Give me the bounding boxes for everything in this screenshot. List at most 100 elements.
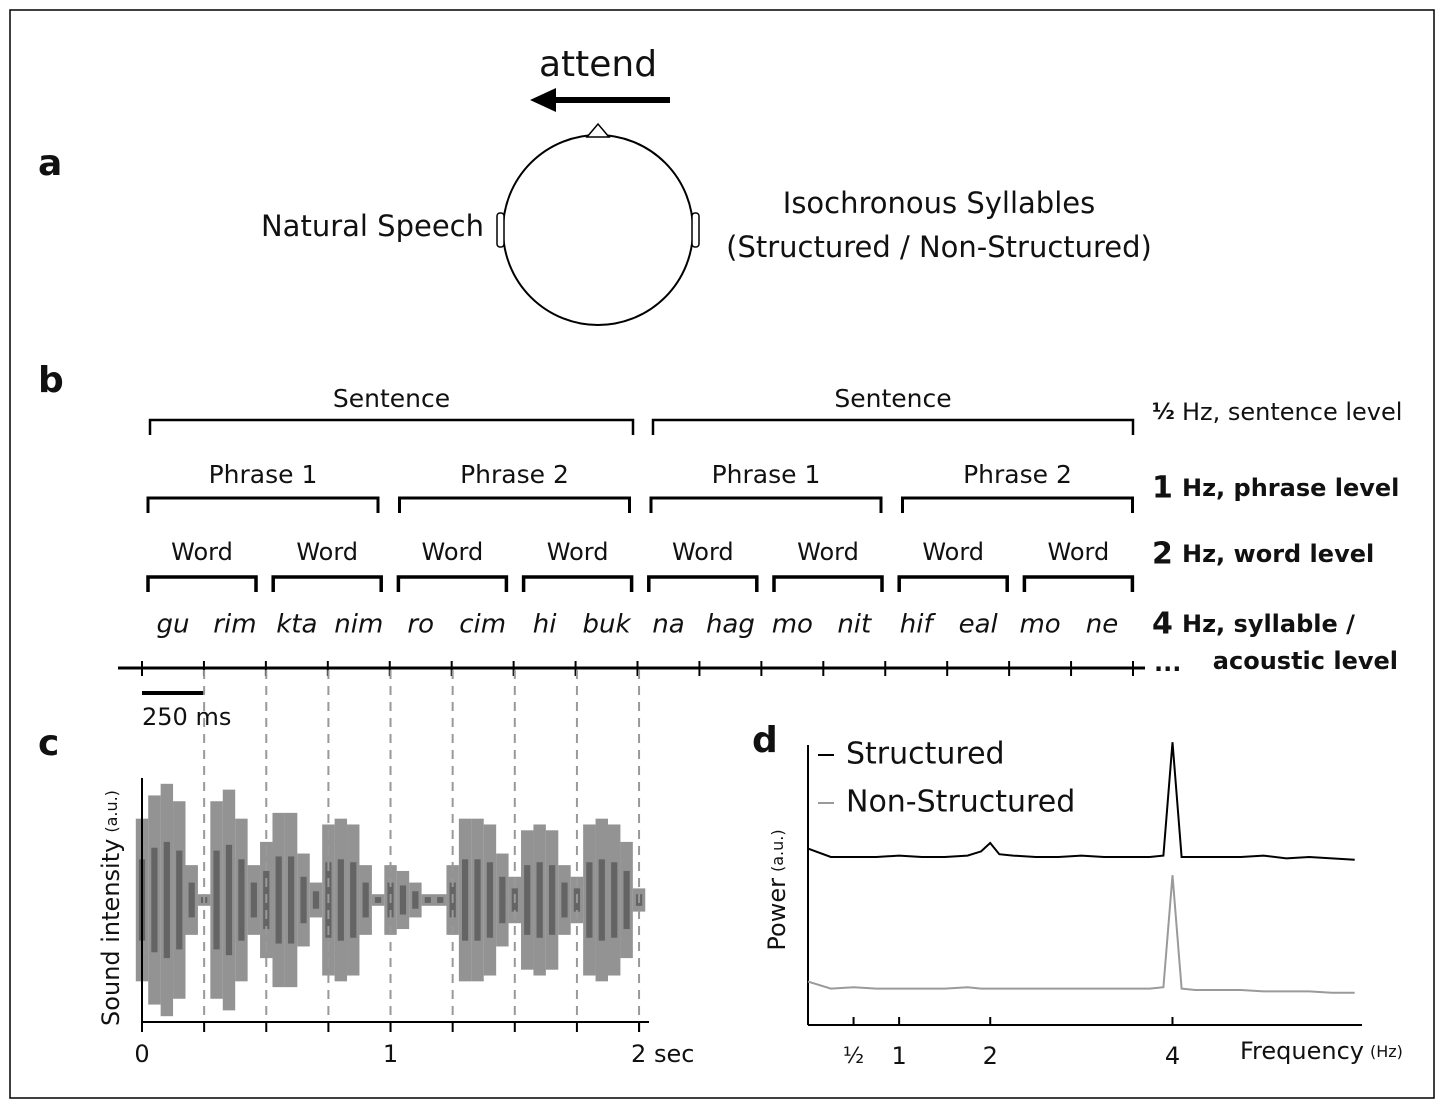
waveform-core [437,897,443,903]
waveform-core [176,851,182,950]
syllable: hi [533,610,557,640]
level-label: acoustic level [1213,647,1398,675]
waveform-core [313,891,319,908]
y-axis-label-part: (a.u.) [768,829,787,872]
syllable: mo [772,610,813,640]
bracket [150,420,633,435]
waveform-core [561,883,567,918]
bracket [774,577,882,592]
waveform-core [288,856,294,943]
syllable: nit [837,610,872,640]
waveform-core [524,865,530,935]
panel-label: c [38,723,59,764]
bracket [653,420,1133,435]
waveform-core [226,845,232,955]
level-rate: 1 [1152,471,1173,506]
level-label: Hz, word level [1182,540,1374,568]
left-ear-label: Natural Speech [261,209,484,243]
syllable: na [652,610,684,640]
x-axis-label: Frequency(Hz) [1240,1037,1403,1065]
waveform-core [425,897,431,903]
bracket [148,577,256,592]
y-axis-label: Sound intensity(a.u.) [97,790,125,1026]
syllable: nim [334,610,383,640]
legend-label: Structured [846,737,1005,772]
syllable: hag [706,610,755,640]
legend-label: Non-Structured [846,785,1075,820]
waveform-core [164,842,170,958]
phrase-label: Phrase 1 [712,460,821,489]
word-label: Word [797,538,859,566]
sentence-label: Sentence [834,384,951,413]
word-label: Word [672,538,734,566]
waveform-core [586,862,592,938]
bracket [524,577,632,592]
left-ear [497,213,504,247]
bracket [1024,577,1132,592]
word-label: Word [547,538,609,566]
phrase-label: Phrase 2 [460,460,569,489]
right-ear [692,213,699,247]
waveform-core [238,859,244,940]
waveform-core [213,851,219,950]
level-rate: 4 [1152,607,1173,642]
nose [587,124,609,137]
syllable: gu [156,610,189,640]
sentence-label: Sentence [333,384,450,413]
waveform-core [338,859,344,940]
panel-label: d [752,720,778,761]
syllable: buk [583,610,632,640]
x-tick-label: 2 [983,1042,998,1070]
level-label: Hz, syllable / [1182,610,1355,638]
y-axis-label-part: (a.u.) [102,790,121,833]
bracket [649,577,757,592]
x-tick-label: 4 [1165,1042,1180,1070]
level-label: Hz, sentence level [1182,398,1402,426]
x-tick-label: 0 [134,1040,149,1068]
bracket [899,577,1007,592]
syllable: eal [959,610,999,640]
waveform-core [624,871,630,929]
waveform-core [400,885,406,914]
waveform-core [151,848,157,953]
figure: attend Natural Speech Isochronous Syllab… [0,0,1444,1108]
word-label: Word [1048,538,1110,566]
waveform-core [462,859,468,940]
waveform-core [537,862,543,938]
syllable: cim [459,610,506,640]
series-line [808,875,1355,993]
bracket [398,577,506,592]
word-label: Word [922,538,984,566]
y-axis-label: Power (a.u.) [763,829,791,950]
waveform-core [549,865,555,935]
head [503,135,693,325]
arrow-head [530,88,556,112]
x-tick-label: 2 sec [631,1040,694,1068]
syllable: rim [213,610,256,640]
syllable: ro [407,610,434,640]
word-label: Word [171,538,233,566]
x-tick-label: 1 [891,1042,906,1070]
word-label: Word [422,538,484,566]
ellipsis: ... [1154,649,1181,677]
syllable: ne [1086,610,1118,640]
word-label: Word [296,538,358,566]
syllable: mo [1019,610,1060,640]
waveform-core [611,862,617,938]
waveform-core [276,856,282,943]
x-tick-label: ½ [843,1044,864,1069]
x-tick-label: 1 [383,1040,398,1068]
waveform-core [499,877,505,923]
panel-label: a [38,143,62,184]
bracket [903,498,1133,513]
waveform-core [474,859,480,940]
bracket [273,577,381,592]
waveform-core [300,877,306,923]
syllable: kta [276,610,317,640]
right-ear-label: Isochronous Syllables [783,186,1095,220]
level-rate: 2 [1152,537,1173,572]
bracket [148,498,378,513]
bracket [400,498,630,513]
y-axis-label-part: Power [763,878,791,951]
waveform-core [599,859,605,940]
